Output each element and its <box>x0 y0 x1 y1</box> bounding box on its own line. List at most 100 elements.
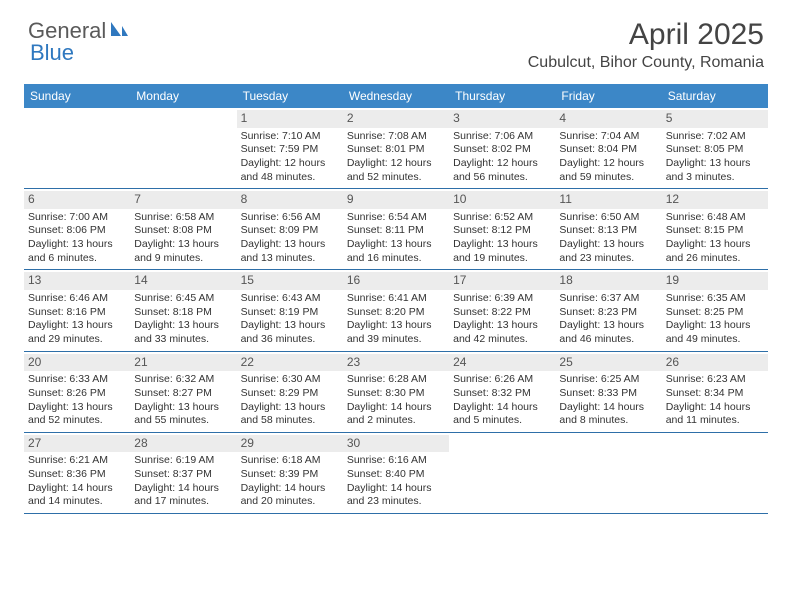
daylight-line: and 49 minutes. <box>666 333 764 347</box>
day-number: 21 <box>134 355 147 369</box>
daylight-line: Daylight: 12 hours <box>347 157 445 171</box>
week-row: 13 Sunrise: 6:46 AMSunset: 8:16 PM Dayligh… <box>24 270 768 351</box>
day-number-strip: 26 <box>662 354 768 372</box>
daylight-line: and 26 minutes. <box>666 252 764 266</box>
sunset-line: Sunset: 8:08 PM <box>134 224 232 238</box>
sunset-line: Sunset: 8:01 PM <box>347 143 445 157</box>
dow-cell: Monday <box>130 84 236 108</box>
day-number: 26 <box>666 355 679 369</box>
day-cell: 28Sunrise: 6:19 AMSunset: 8:37 PMDayligh… <box>130 433 236 513</box>
daylight-line: Daylight: 12 hours <box>559 157 657 171</box>
day-cell: 30Sunrise: 6:16 AMSunset: 8:40 PMDayligh… <box>343 433 449 513</box>
day-number-strip: 3 <box>449 110 555 128</box>
title-block: April 2025 Cubulcut, Bihor County, Roman… <box>528 18 764 72</box>
day-cell: 22Sunrise: 6:30 AMSunset: 8:29 PMDayligh… <box>237 352 343 432</box>
daylight-line: Daylight: 12 hours <box>453 157 551 171</box>
sunrise-line: Sunrise: 6:56 AM <box>241 211 339 225</box>
day-cell: 19Sunrise: 6:35 AMSunset: 8:25 PMDayligh… <box>662 270 768 350</box>
sunset-line: Sunset: 8:18 PM <box>134 306 232 320</box>
day-cell <box>449 433 555 513</box>
daylight-line: Daylight: 13 hours <box>559 238 657 252</box>
dow-cell: Saturday <box>662 84 768 108</box>
dow-cell: Wednesday <box>343 84 449 108</box>
sunset-line: Sunset: 8:06 PM <box>28 224 126 238</box>
sunrise-line: Sunrise: 6:32 AM <box>134 373 232 387</box>
day-number-strip: 5 <box>662 110 768 128</box>
day-cell: 27Sunrise: 6:21 AMSunset: 8:36 PMDayligh… <box>24 433 130 513</box>
daylight-line: and 39 minutes. <box>347 333 445 347</box>
sunset-line: Sunset: 8:23 PM <box>559 306 657 320</box>
daylight-line: Daylight: 14 hours <box>134 482 232 496</box>
daylight-line: and 52 minutes. <box>28 414 126 428</box>
daylight-line: Daylight: 13 hours <box>241 319 339 333</box>
daylight-line: and 59 minutes. <box>559 171 657 185</box>
sunset-line: Sunset: 8:26 PM <box>28 387 126 401</box>
day-number: 30 <box>347 436 360 450</box>
sunset-line: Sunset: 8:22 PM <box>453 306 551 320</box>
day-number-strip: 11 <box>555 191 661 209</box>
sunrise-line: Sunrise: 6:33 AM <box>28 373 126 387</box>
daylight-line: and 9 minutes. <box>134 252 232 266</box>
sunset-line: Sunset: 8:29 PM <box>241 387 339 401</box>
day-number-strip: 24 <box>449 354 555 372</box>
daylight-line: Daylight: 13 hours <box>134 238 232 252</box>
day-number: 12 <box>666 192 679 206</box>
day-number: 13 <box>28 273 41 287</box>
day-cell: 3Sunrise: 7:06 AMSunset: 8:02 PMDaylight… <box>449 108 555 188</box>
day-cell: 6Sunrise: 7:00 AMSunset: 8:06 PMDaylight… <box>24 189 130 269</box>
sunrise-line: Sunrise: 6:46 AM <box>28 292 126 306</box>
day-number: 9 <box>347 192 354 206</box>
day-number: 24 <box>453 355 466 369</box>
sunrise-line: Sunrise: 6:23 AM <box>666 373 764 387</box>
sunrise-line: Sunrise: 7:06 AM <box>453 130 551 144</box>
sunset-line: Sunset: 8:04 PM <box>559 143 657 157</box>
daylight-line: and 42 minutes. <box>453 333 551 347</box>
sunset-line: Sunset: 8:39 PM <box>241 468 339 482</box>
sunset-line: Sunset: 8:09 PM <box>241 224 339 238</box>
daylight-line: and 58 minutes. <box>241 414 339 428</box>
day-number: 17 <box>453 273 466 287</box>
daylight-line: Daylight: 13 hours <box>347 319 445 333</box>
day-cell: 10Sunrise: 6:52 AMSunset: 8:12 PMDayligh… <box>449 189 555 269</box>
day-number: 2 <box>347 111 354 125</box>
day-number-strip: 23 <box>343 354 449 372</box>
daylight-line: Daylight: 14 hours <box>241 482 339 496</box>
daylight-line: and 19 minutes. <box>453 252 551 266</box>
sunset-line: Sunset: 8:15 PM <box>666 224 764 238</box>
daylight-line: Daylight: 13 hours <box>134 319 232 333</box>
sunrise-line: Sunrise: 6:26 AM <box>453 373 551 387</box>
day-number: 22 <box>241 355 254 369</box>
sunrise-line: Sunrise: 6:52 AM <box>453 211 551 225</box>
day-number-strip: 14 <box>130 272 236 290</box>
day-cell: 1Sunrise: 7:10 AMSunset: 7:59 PMDaylight… <box>237 108 343 188</box>
daylight-line: Daylight: 13 hours <box>559 319 657 333</box>
dow-cell: Thursday <box>449 84 555 108</box>
dow-cell: Friday <box>555 84 661 108</box>
daylight-line: and 56 minutes. <box>453 171 551 185</box>
sunset-line: Sunset: 8:16 PM <box>28 306 126 320</box>
day-cell <box>130 108 236 188</box>
day-number: 14 <box>134 273 147 287</box>
daylight-line: Daylight: 13 hours <box>241 401 339 415</box>
sunset-line: Sunset: 7:59 PM <box>241 143 339 157</box>
day-number: 11 <box>559 192 571 206</box>
sunrise-line: Sunrise: 6:16 AM <box>347 454 445 468</box>
day-number-strip: 29 <box>237 435 343 453</box>
day-cell: 29Sunrise: 6:18 AMSunset: 8:39 PMDayligh… <box>237 433 343 513</box>
day-number: 5 <box>666 111 673 125</box>
sunrise-line: Sunrise: 6:39 AM <box>453 292 551 306</box>
day-cell: 8Sunrise: 6:56 AMSunset: 8:09 PMDaylight… <box>237 189 343 269</box>
sunset-line: Sunset: 8:40 PM <box>347 468 445 482</box>
daylight-line: and 3 minutes. <box>666 171 764 185</box>
daylight-line: Daylight: 14 hours <box>666 401 764 415</box>
day-number-strip: 4 <box>555 110 661 128</box>
sunset-line: Sunset: 8:27 PM <box>134 387 232 401</box>
daylight-line: and 13 minutes. <box>241 252 339 266</box>
daylight-line: Daylight: 14 hours <box>347 401 445 415</box>
daylight-line: Daylight: 13 hours <box>666 157 764 171</box>
daylight-line: Daylight: 13 hours <box>453 319 551 333</box>
daylight-line: and 20 minutes. <box>241 495 339 509</box>
day-cell: 2Sunrise: 7:08 AMSunset: 8:01 PMDaylight… <box>343 108 449 188</box>
day-number-strip: 22 <box>237 354 343 372</box>
daylight-line: Daylight: 12 hours <box>241 157 339 171</box>
